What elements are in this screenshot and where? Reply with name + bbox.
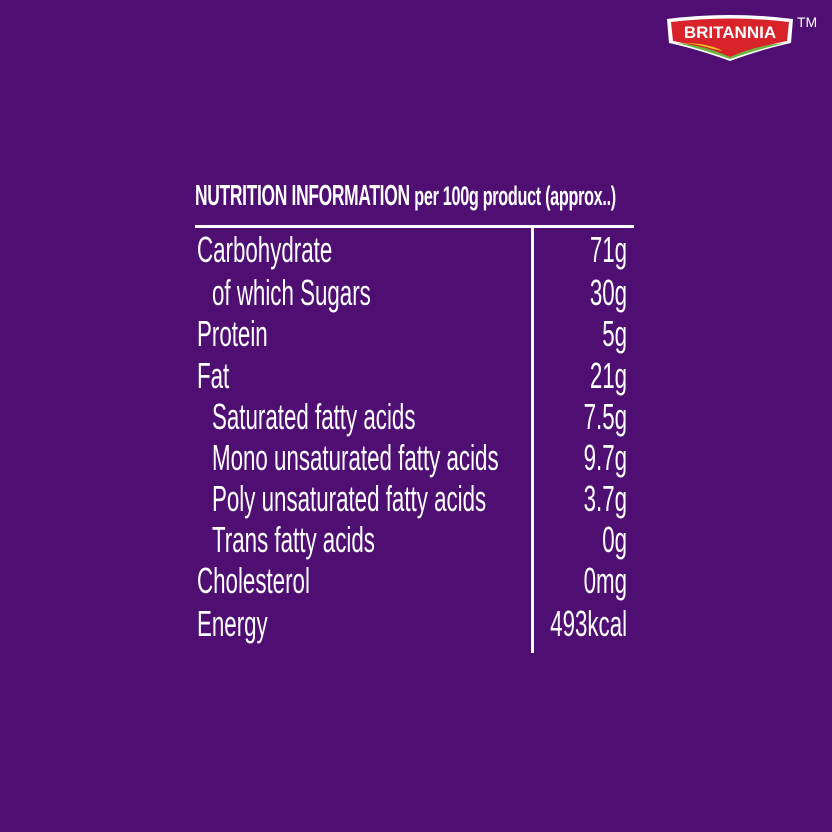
table-row: Carbohydrate 71g xyxy=(0,229,832,271)
svg-text:BRITANNIA: BRITANNIA xyxy=(684,23,776,42)
column-divider xyxy=(531,226,534,653)
table-row: Fat 21g xyxy=(0,355,832,397)
nutrient-value: 5g xyxy=(602,313,627,354)
nutrient-value: 0g xyxy=(602,519,627,560)
table-row: of which Sugars 30g xyxy=(0,272,832,314)
nutrient-label: Trans fatty acids xyxy=(212,519,375,560)
nutrient-value: 493kcal xyxy=(550,603,627,644)
table-row: Protein 5g xyxy=(0,313,832,355)
nutrient-label: of which Sugars xyxy=(212,272,371,313)
trademark: TM xyxy=(797,14,818,30)
britannia-logo: BRITANNIA xyxy=(667,15,793,61)
table-row: Poly unsaturated fatty acids 3.7g xyxy=(0,478,832,520)
nutrient-label: Cholesterol xyxy=(197,560,310,601)
nutrient-label: Fat xyxy=(197,355,230,396)
nutrient-label: Energy xyxy=(197,603,268,644)
nutrient-label: Saturated fatty acids xyxy=(212,396,416,437)
table-row: Energy 493kcal xyxy=(0,603,832,645)
nutrient-value: 9.7g xyxy=(583,437,627,478)
header-rule xyxy=(195,225,634,228)
nutrient-value: 3.7g xyxy=(583,478,627,519)
nutrient-label: Mono unsaturated fatty acids xyxy=(212,437,499,478)
nutrient-value: 21g xyxy=(589,355,627,396)
nutrient-value: 7.5g xyxy=(583,396,627,437)
nutrient-value: 71g xyxy=(589,229,627,270)
title-text: NUTRITION INFORMATION xyxy=(195,180,410,212)
nutrient-label: Carbohydrate xyxy=(197,229,333,270)
table-row: Trans fatty acids 0g xyxy=(0,519,832,561)
nutrient-value: 30g xyxy=(589,272,627,313)
table-row: Mono unsaturated fatty acids 9.7g xyxy=(0,437,832,479)
table-row: Cholesterol 0mg xyxy=(0,560,832,602)
nutrient-label: Poly unsaturated fatty acids xyxy=(212,478,487,519)
nutrient-value: 0mg xyxy=(583,560,627,601)
nutrient-label: Protein xyxy=(197,313,268,354)
subtitle-text: per 100g product (approx..) xyxy=(414,181,616,211)
table-title: NUTRITION INFORMATION per 100g product (… xyxy=(195,180,616,213)
table-row: Saturated fatty acids 7.5g xyxy=(0,396,832,438)
